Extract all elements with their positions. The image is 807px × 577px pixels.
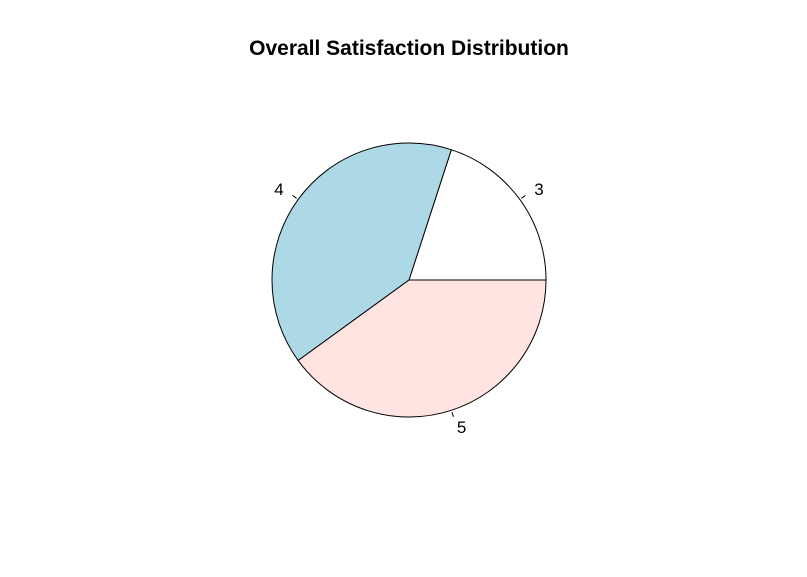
pie-slice-3 [408, 149, 547, 281]
pie-slices [271, 142, 547, 418]
pie-label-ticks [292, 195, 526, 417]
pie-label-5: 5 [457, 418, 466, 437]
pie-label-tick-4 [292, 195, 297, 199]
pie-label-3: 3 [534, 180, 543, 199]
pie-label-tick-5 [451, 412, 454, 417]
pie-label-tick-3 [521, 195, 526, 199]
pie-labels: 3 4 5 [274, 180, 543, 437]
chart-title: Overall Satisfaction Distribution [249, 37, 569, 60]
pie-slice-5 [297, 279, 547, 418]
pie-label-4: 4 [274, 180, 283, 199]
pie-slice-4 [271, 142, 452, 362]
